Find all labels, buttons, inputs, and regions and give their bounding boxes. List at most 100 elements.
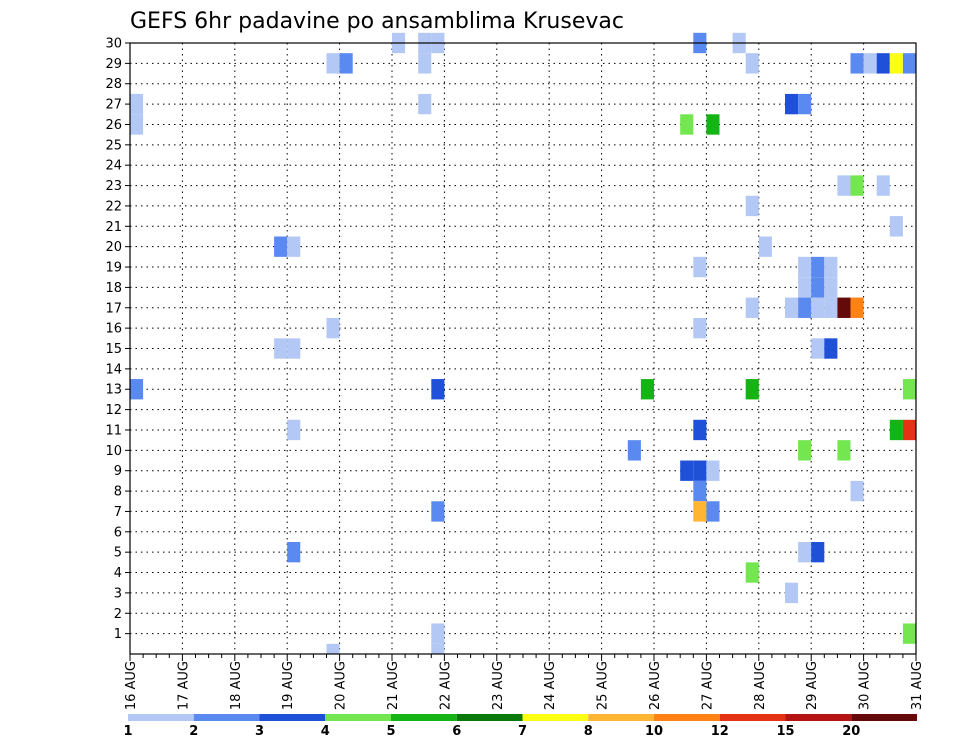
y-tick-label: 7: [114, 505, 122, 520]
y-tick-label: 27: [105, 98, 122, 113]
precip-cell: [706, 460, 720, 481]
y-tick-label: 18: [105, 281, 122, 296]
precip-cell: [850, 297, 864, 318]
precip-cell: [745, 195, 759, 217]
color-scale-swatch: [325, 714, 391, 721]
precip-cell: [287, 541, 301, 563]
color-scale-swatch: [851, 714, 917, 721]
y-tick-label: 1: [114, 627, 122, 642]
color-scale-swatch: [719, 714, 786, 721]
x-tick-label: 31 AUG: [910, 661, 925, 710]
y-tick-label: 6: [114, 525, 122, 540]
x-tick-label: 30 AUG: [858, 661, 873, 710]
y-tick-label: 21: [105, 220, 122, 235]
precip-cell: [274, 338, 288, 359]
precip-cell: [287, 419, 301, 441]
precip-cell: [640, 379, 654, 400]
precip-cell: [431, 623, 445, 644]
color-scale-label: 12: [711, 724, 729, 739]
y-tick-label: 2: [114, 607, 122, 622]
x-tick-label: 28 AUG: [753, 661, 768, 710]
precip-cell: [798, 256, 812, 278]
precip-cell: [902, 379, 916, 400]
color-scale-label: 3: [255, 724, 264, 739]
x-tick-label: 21 AUG: [386, 661, 401, 710]
x-tick-label: 18 AUG: [229, 661, 244, 710]
precip-cell: [798, 440, 812, 461]
x-tick-label: 22 AUG: [438, 661, 453, 710]
x-tick-label: 19 AUG: [281, 661, 296, 710]
precip-cell: [745, 297, 759, 318]
color-scale-label: 1: [123, 724, 132, 739]
precip-cell: [850, 175, 864, 196]
chart-title: GEFS 6hr padavine po ansamblima Krusevac: [130, 9, 624, 34]
color-scale-label: 15: [776, 724, 794, 739]
color-scale-bar: 1 2 3 4 5 6 7 8 10 12 15 20: [123, 714, 917, 739]
precip-cell: [902, 53, 916, 74]
precip-cell: [837, 297, 851, 318]
y-tick-label: 29: [105, 57, 122, 72]
y-tick-label: 24: [105, 159, 122, 174]
precip-cell: [811, 256, 825, 278]
color-scale-label: 2: [189, 724, 198, 739]
precip-cell: [824, 297, 838, 318]
x-tick-label: 23 AUG: [491, 661, 506, 710]
x-tick-label: 29 AUG: [805, 661, 820, 710]
precipitation-cells: [130, 32, 916, 654]
precip-cell: [824, 256, 838, 278]
precip-cell: [902, 623, 916, 644]
precip-cell: [745, 53, 759, 74]
precip-cell: [693, 256, 707, 278]
precip-cell: [680, 460, 694, 481]
color-scale-swatch: [522, 714, 589, 721]
x-tick-label: 26 AUG: [648, 661, 663, 710]
y-tick-label: 12: [105, 403, 122, 418]
precip-cell: [339, 53, 353, 74]
precip-cell: [785, 93, 799, 115]
color-scale-label: 8: [584, 724, 593, 739]
precip-cell: [680, 114, 694, 135]
y-tick-label: 28: [105, 77, 122, 92]
precip-cell: [824, 277, 838, 298]
precip-cell: [693, 480, 707, 502]
precip-cell: [798, 541, 812, 563]
precip-cell: [902, 419, 916, 441]
precip-cell: [418, 53, 432, 74]
color-scale-label: 4: [321, 724, 330, 739]
x-tick-label: 25 AUG: [596, 661, 611, 710]
y-tick-label: 13: [105, 383, 122, 398]
precip-cell: [811, 338, 825, 359]
color-scale-swatch: [193, 714, 260, 721]
color-scale-swatch: [654, 714, 720, 721]
y-tick-label: 9: [114, 464, 122, 479]
x-tick-label: 16 AUG: [124, 661, 139, 710]
precip-cell: [798, 93, 812, 115]
color-scale-label: 6: [452, 724, 461, 739]
precip-cell: [130, 379, 144, 400]
y-tick-label: 8: [114, 485, 122, 500]
y-tick-label: 30: [105, 37, 122, 52]
precip-cell: [798, 277, 812, 298]
precip-cell: [431, 379, 445, 400]
precip-cell: [876, 175, 890, 196]
precip-cell: [745, 562, 759, 583]
precip-cell: [811, 297, 825, 318]
y-tick-label: 4: [114, 566, 122, 581]
plot-area: [130, 43, 916, 654]
x-axis: 16 AUG 17 AUG 18 AUG 19 AUG 20 AUG 21 AUG 22 A…: [124, 654, 925, 710]
y-tick-label: 10: [105, 444, 122, 459]
color-scale-label: 10: [645, 724, 663, 739]
y-axis: 1234567891011121314151617181920212223242…: [105, 37, 130, 642]
precip-cell: [837, 440, 851, 461]
precip-cell: [627, 440, 641, 461]
color-scale-label: 7: [518, 724, 527, 739]
color-scale-label: 5: [386, 724, 395, 739]
precip-cell: [876, 53, 890, 74]
precip-cell: [811, 277, 825, 298]
y-tick-label: 11: [105, 423, 122, 438]
y-tick-label: 5: [114, 546, 122, 561]
color-scale-label: 20: [842, 724, 860, 739]
color-scale-swatch: [588, 714, 654, 721]
precip-cell: [693, 460, 707, 481]
precip-cell: [745, 379, 759, 400]
